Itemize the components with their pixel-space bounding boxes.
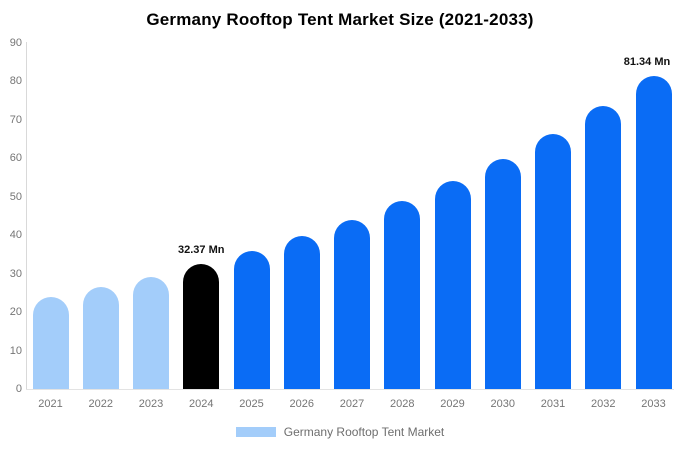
y-tick-label: 80 bbox=[9, 75, 22, 87]
x-tick-label: 2030 bbox=[490, 398, 515, 410]
y-axis-line bbox=[26, 42, 27, 389]
x-tick-label: 2032 bbox=[591, 398, 616, 410]
chart-title: Germany Rooftop Tent Market Size (2021-2… bbox=[146, 10, 534, 29]
bar-2029 bbox=[434, 181, 471, 389]
y-tick-label: 30 bbox=[9, 267, 22, 280]
bar-2027 bbox=[334, 219, 370, 389]
bar-2025 bbox=[233, 250, 270, 389]
bar-2021 bbox=[32, 297, 69, 389]
x-tick-label: 2025 bbox=[239, 398, 264, 410]
y-tick-label: 40 bbox=[9, 229, 22, 241]
legend-swatch bbox=[235, 427, 276, 437]
bar-2026 bbox=[283, 236, 320, 389]
bar-value-label-2024: 32.37 Mn bbox=[178, 244, 225, 257]
bar-value-label-2033: 81.34 Mn bbox=[623, 55, 671, 68]
bar-2022 bbox=[82, 287, 119, 389]
legend-label: Germany Rooftop Tent Market bbox=[283, 425, 445, 439]
y-tick-label: 70 bbox=[9, 113, 22, 126]
x-tick-label: 2026 bbox=[289, 398, 314, 410]
bar-2030 bbox=[484, 158, 521, 389]
x-tick-label: 2027 bbox=[339, 398, 365, 410]
bar-2032 bbox=[585, 106, 622, 389]
x-tick-label: 2021 bbox=[38, 398, 63, 410]
y-tick-label: 0 bbox=[15, 383, 22, 395]
bar-2031 bbox=[535, 133, 571, 389]
bar-2028 bbox=[384, 201, 421, 389]
x-tick-label: 2029 bbox=[440, 398, 465, 410]
x-tick-label: 2023 bbox=[138, 398, 164, 410]
y-tick-label: 90 bbox=[9, 36, 22, 49]
x-tick-label: 2024 bbox=[189, 398, 214, 410]
x-tick-label: 2022 bbox=[88, 398, 113, 410]
x-tick-label: 2031 bbox=[540, 398, 566, 410]
x-axis-baseline bbox=[26, 389, 674, 390]
y-tick-label: 10 bbox=[9, 344, 22, 357]
legend: Germany Rooftop Tent Market bbox=[0, 425, 680, 439]
y-tick-label: 50 bbox=[9, 190, 22, 203]
bar-2023 bbox=[133, 276, 169, 389]
bar-2033 bbox=[635, 75, 672, 389]
x-tick-label: 2033 bbox=[641, 398, 666, 410]
y-tick-label: 20 bbox=[9, 306, 22, 318]
x-tick-label: 2028 bbox=[390, 398, 415, 410]
bar-2024 bbox=[183, 264, 220, 389]
y-tick-label: 60 bbox=[9, 152, 22, 164]
